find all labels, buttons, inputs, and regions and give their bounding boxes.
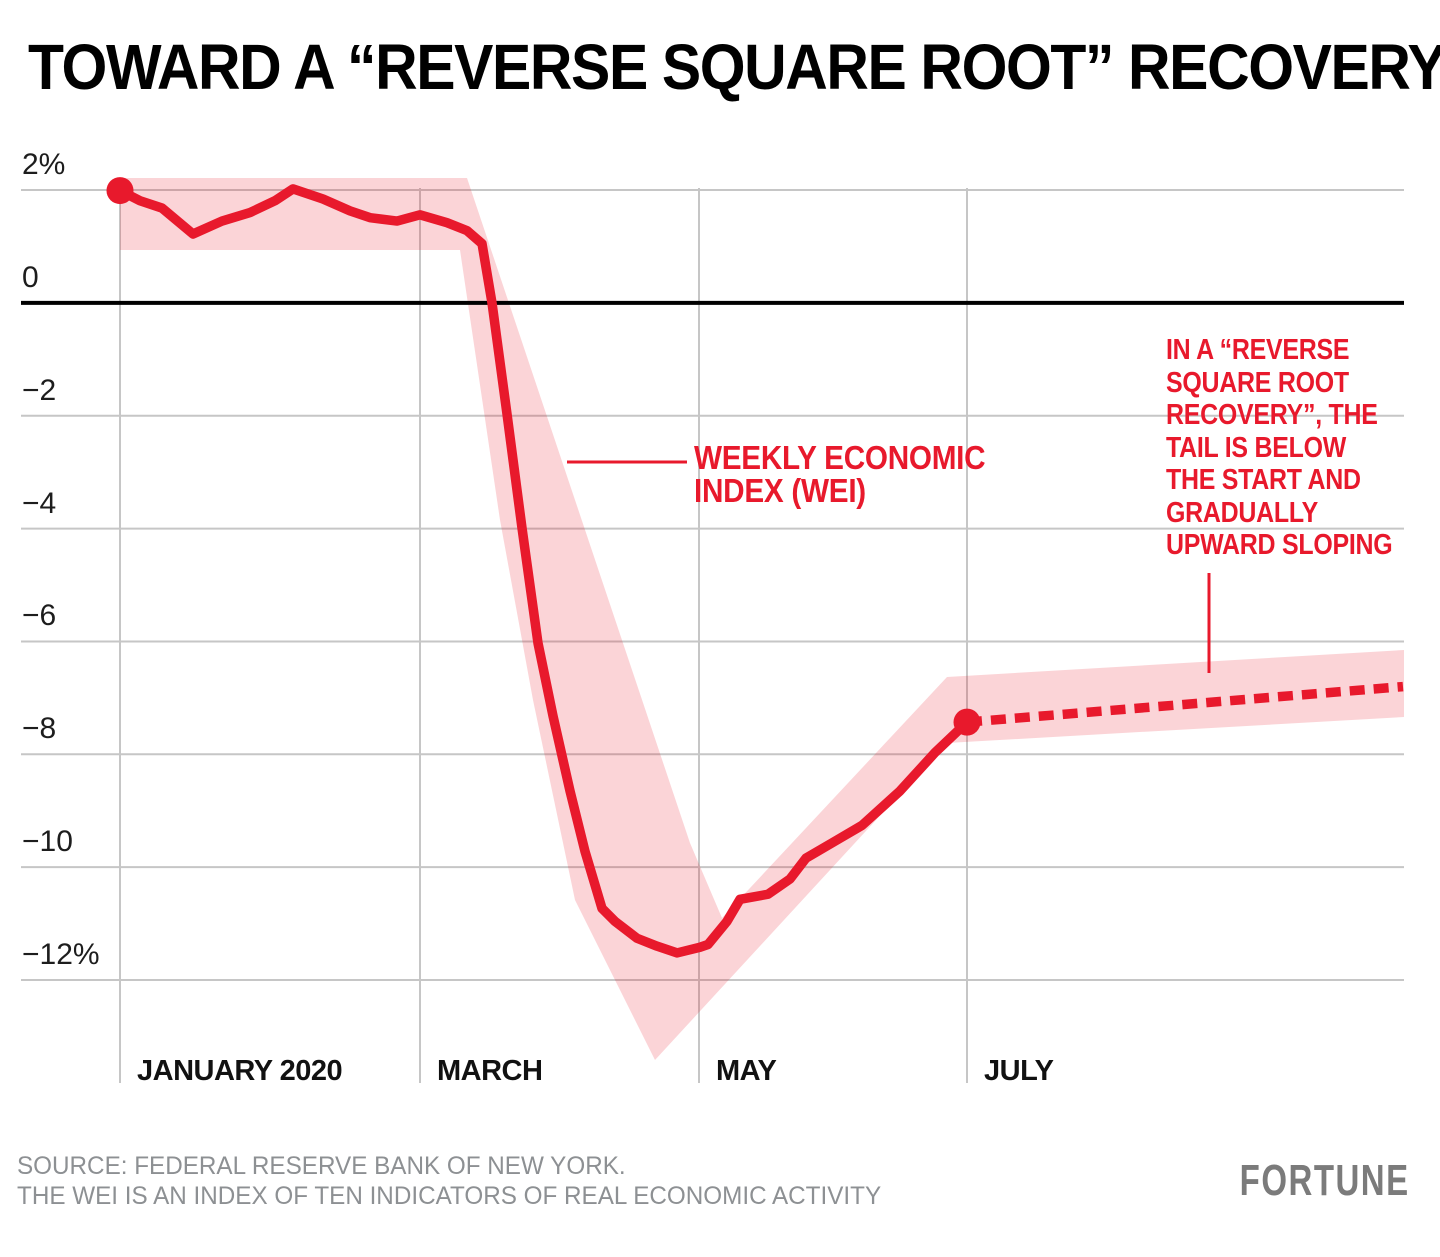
x-axis-month-label: MARCH (437, 1055, 543, 1087)
y-axis-tick-label: −6 (22, 599, 57, 633)
wei-line (115, 184, 972, 958)
y-axis-tick-label: −2 (22, 373, 57, 407)
start-dot (106, 177, 134, 205)
y-axis-tick-label: −4 (22, 486, 57, 520)
x-axis-month-label: JANUARY 2020 (137, 1055, 343, 1087)
y-axis-tick-label: −12% (22, 938, 100, 972)
y-axis-tick-label: −10 (22, 825, 73, 859)
confidence-band (120, 178, 1404, 1060)
x-axis-month-label: JULY (984, 1055, 1054, 1087)
chart-title: TOWARD A “REVERSE SQUARE ROOT” RECOVERY (28, 31, 1440, 103)
wei-chart (21, 177, 1404, 1083)
y-axis-tick-label: 2% (22, 148, 66, 181)
fortune-logo: FORTUNE (1240, 1156, 1410, 1205)
y-axis-tick-label: 0 (22, 260, 39, 294)
wei-projection-dashed-line (966, 681, 1404, 727)
source-note: SOURCE: FEDERAL RESERVE BANK OF NEW YORK… (17, 1152, 882, 1210)
y-axis-tick-label: −8 (22, 712, 57, 746)
projection-start-dot (953, 708, 981, 736)
wei-series-label: WEEKLY ECONOMIC INDEX (WEI) (694, 439, 986, 509)
x-axis-month-label: MAY (716, 1055, 777, 1087)
reverse-square-root-annotation: IN A “REVERSE SQUARE ROOT RECOVERY”, THE… (1166, 334, 1393, 561)
